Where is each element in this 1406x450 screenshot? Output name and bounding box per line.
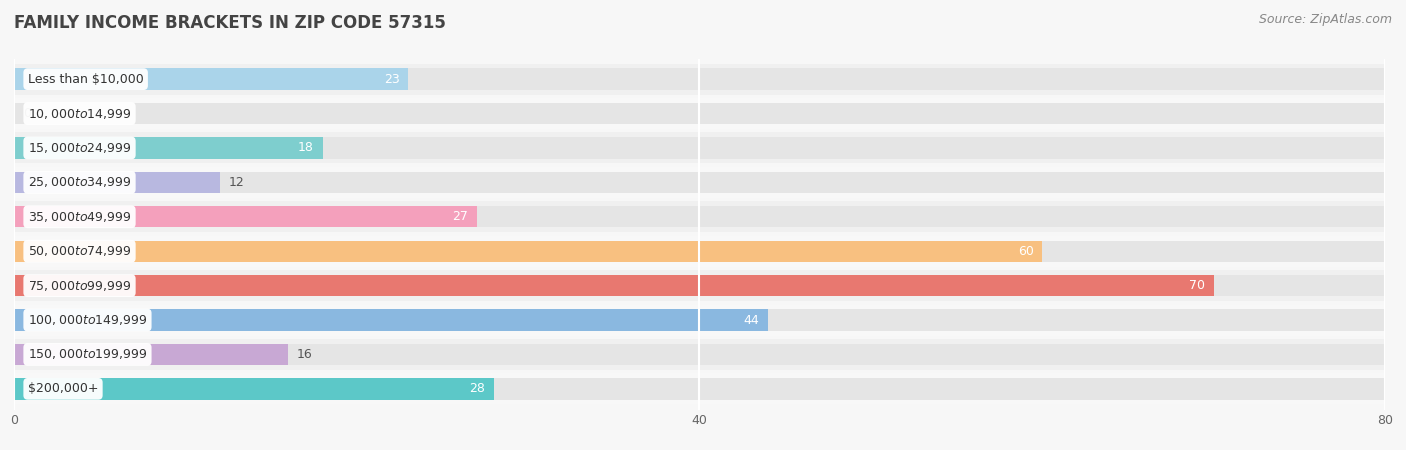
Bar bbox=[14, 378, 1385, 400]
Bar bbox=[14, 132, 1385, 163]
Bar bbox=[14, 270, 1385, 301]
Bar bbox=[14, 137, 1385, 159]
Bar bbox=[14, 339, 1385, 370]
Bar bbox=[14, 68, 1385, 90]
Bar bbox=[14, 68, 408, 90]
Text: FAMILY INCOME BRACKETS IN ZIP CODE 57315: FAMILY INCOME BRACKETS IN ZIP CODE 57315 bbox=[14, 14, 446, 32]
Bar bbox=[14, 374, 1385, 405]
Text: 70: 70 bbox=[1189, 279, 1205, 292]
Text: 28: 28 bbox=[470, 382, 485, 396]
Text: 60: 60 bbox=[1018, 245, 1033, 258]
Bar bbox=[14, 241, 1042, 262]
Text: 44: 44 bbox=[744, 314, 759, 327]
Text: $150,000 to $199,999: $150,000 to $199,999 bbox=[28, 347, 148, 361]
Bar bbox=[14, 309, 1385, 331]
Bar bbox=[14, 309, 768, 331]
Bar bbox=[14, 236, 1385, 267]
Text: $25,000 to $34,999: $25,000 to $34,999 bbox=[28, 176, 131, 189]
Bar bbox=[14, 63, 1385, 94]
Bar bbox=[14, 275, 1385, 296]
Text: $200,000+: $200,000+ bbox=[28, 382, 98, 396]
Bar bbox=[14, 344, 1385, 365]
Text: $50,000 to $74,999: $50,000 to $74,999 bbox=[28, 244, 131, 258]
Bar bbox=[14, 172, 1385, 193]
Text: 12: 12 bbox=[228, 176, 245, 189]
Bar bbox=[14, 137, 322, 159]
Bar bbox=[14, 241, 1385, 262]
Text: 27: 27 bbox=[453, 210, 468, 223]
Bar bbox=[14, 305, 1385, 336]
Bar bbox=[14, 172, 219, 193]
Bar bbox=[14, 378, 494, 400]
Text: $100,000 to $149,999: $100,000 to $149,999 bbox=[28, 313, 148, 327]
Text: 18: 18 bbox=[298, 141, 314, 154]
Text: 23: 23 bbox=[384, 72, 399, 86]
Bar bbox=[14, 167, 1385, 198]
Bar bbox=[14, 98, 1385, 129]
Bar bbox=[14, 206, 1385, 227]
Text: 16: 16 bbox=[297, 348, 312, 361]
Text: 0: 0 bbox=[22, 107, 31, 120]
Bar bbox=[14, 201, 1385, 232]
Text: $35,000 to $49,999: $35,000 to $49,999 bbox=[28, 210, 131, 224]
Bar bbox=[14, 103, 1385, 124]
Bar bbox=[14, 344, 288, 365]
Text: Source: ZipAtlas.com: Source: ZipAtlas.com bbox=[1258, 14, 1392, 27]
Text: $10,000 to $14,999: $10,000 to $14,999 bbox=[28, 107, 131, 121]
Bar bbox=[14, 206, 477, 227]
Text: $15,000 to $24,999: $15,000 to $24,999 bbox=[28, 141, 131, 155]
Bar bbox=[14, 275, 1213, 296]
Text: $75,000 to $99,999: $75,000 to $99,999 bbox=[28, 279, 131, 292]
Text: Less than $10,000: Less than $10,000 bbox=[28, 72, 143, 86]
